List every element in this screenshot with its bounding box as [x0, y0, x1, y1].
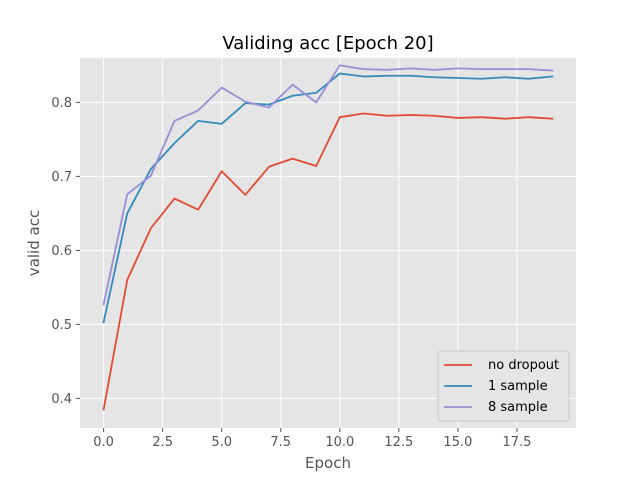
chart-title: Validing acc [Epoch 20]	[222, 33, 433, 54]
y-tick-label: 0.7	[51, 170, 72, 185]
x-tick-label: 15.0	[443, 435, 472, 450]
series-line-8-sample	[102, 64, 554, 306]
legend-box	[437, 350, 570, 422]
x-tick-label: 10.0	[325, 435, 354, 450]
x-tick-label: 12.5	[384, 435, 413, 450]
legend-entry: 1 sample	[444, 379, 548, 394]
legend-label: 8 sample	[488, 400, 548, 415]
x-axis-label: Epoch	[305, 454, 351, 472]
y-tick-label: 0.5	[51, 318, 72, 333]
legend-entry: 8 sample	[444, 400, 548, 415]
y-axis-label: valid acc	[25, 210, 43, 276]
y-axis-ticks: 0.4 0.5 0.6 0.7 0.8	[51, 96, 80, 407]
x-axis-ticks: 0.0 2.5 5.0 7.5 10.0 12.5 15.0 17.5	[93, 428, 531, 450]
series-line-no-dropout	[102, 112, 554, 411]
series-lines	[102, 64, 554, 411]
y-tick-label: 0.6	[51, 244, 72, 259]
y-tick-label: 0.4	[51, 392, 72, 407]
y-tick-label: 0.8	[51, 96, 72, 111]
legend: no dropout 1 sample 8 sample	[437, 350, 570, 422]
x-tick-label: 2.5	[152, 435, 173, 450]
grid	[80, 58, 576, 428]
legend-label: no dropout	[488, 358, 559, 373]
x-tick-label: 7.5	[270, 435, 291, 450]
x-tick-label: 17.5	[502, 435, 531, 450]
legend-entry: no dropout	[444, 358, 559, 373]
legend-label: 1 sample	[488, 379, 548, 394]
x-tick-label: 0.0	[93, 435, 114, 450]
x-tick-label: 5.0	[211, 435, 232, 450]
